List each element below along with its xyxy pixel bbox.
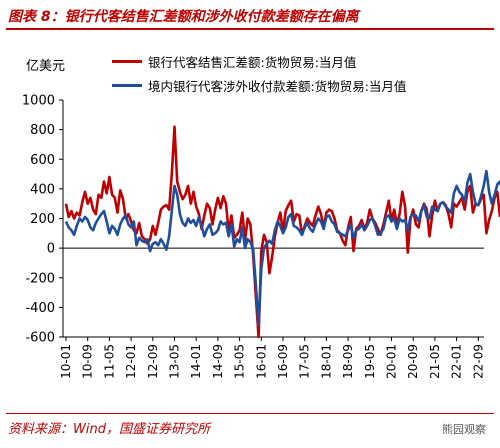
- title-divider: [6, 28, 494, 30]
- legend-label-fx-settlement: 银行代客结售汇差额:货物贸易:当月值: [148, 54, 357, 70]
- x-tick-label: 21-05: [428, 344, 442, 379]
- legend-item-fx-settlement: 银行代客结售汇差额:货物贸易:当月值: [112, 49, 406, 73]
- source-note: 资料来源：Wind，国盛证券研究所: [8, 422, 210, 437]
- x-axis-ticks: 10-01 10-09 11-05 12-01 12-09 13-05 14-01 14-09…: [59, 337, 485, 379]
- y-tick-label: -600: [25, 331, 55, 346]
- x-tick-label: 10-01: [59, 344, 73, 379]
- y-axis-unit-label: 亿美元: [26, 59, 66, 74]
- legend-item-crossborder-payments: 境内银行代客涉外收付款差额:货物贸易:当月值: [112, 73, 406, 97]
- x-tick-label: 14-01: [189, 344, 203, 379]
- legend-swatch-red: [112, 59, 142, 63]
- watermark-text: 熊园观察: [442, 423, 486, 436]
- x-tick-label: 19-05: [363, 344, 377, 379]
- y-tick-label: 200: [30, 212, 55, 227]
- y-tick-label: 800: [30, 123, 55, 138]
- x-tick-label: 20-09: [406, 344, 420, 379]
- x-tick-label: 12-09: [146, 344, 160, 379]
- x-tick-label: 22-09: [471, 344, 485, 379]
- y-axis-ticks: 1000 800 600 400 200 0 -200 -400 -600: [22, 94, 63, 346]
- x-tick-label: 12-01: [124, 344, 138, 379]
- y-tick-label: 1000: [22, 94, 55, 109]
- x-tick-label: 14-09: [211, 344, 225, 379]
- chart-legend: 银行代客结售汇差额:货物贸易:当月值 境内银行代客涉外收付款差额:货物贸易:当月…: [112, 49, 406, 97]
- figure-title: 图表 8：银行代客结售汇差额和涉外收付款差额存在偏离: [8, 9, 359, 25]
- x-tick-label: 16-09: [276, 344, 290, 379]
- x-tick-label: 18-09: [341, 344, 355, 379]
- legend-label-crossborder-payments: 境内银行代客涉外收付款差额:货物贸易:当月值: [148, 78, 407, 94]
- series-layer: [64, 125, 500, 339]
- x-tick-label: 17-05: [298, 344, 312, 379]
- x-tick-label: 20-01: [384, 344, 398, 379]
- y-tick-label: -200: [25, 271, 55, 286]
- x-tick-label: 22-01: [450, 344, 464, 379]
- x-tick-label: 13-05: [167, 344, 181, 379]
- x-tick-label: 15-05: [233, 344, 247, 379]
- x-tick-label: 10-09: [81, 344, 95, 379]
- y-tick-label: 600: [30, 153, 55, 168]
- y-tick-label: 0: [47, 242, 55, 257]
- legend-swatch-blue: [112, 83, 142, 87]
- y-tick-label: -400: [25, 301, 55, 316]
- x-tick-label: 11-05: [102, 344, 116, 379]
- series-line-crossborder-payments: [64, 169, 500, 327]
- y-tick-label: 400: [30, 182, 55, 197]
- x-tick-label: 18-01: [319, 344, 333, 379]
- source-divider: [6, 413, 494, 414]
- x-tick-label: 16-01: [254, 344, 268, 379]
